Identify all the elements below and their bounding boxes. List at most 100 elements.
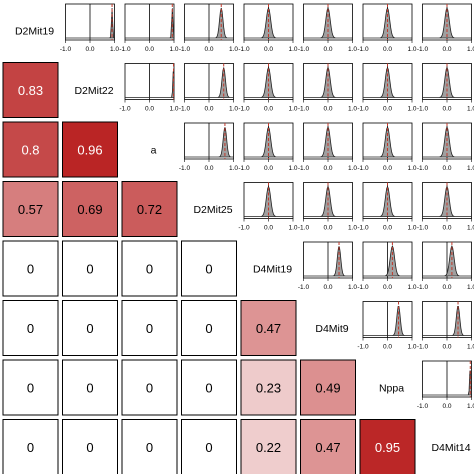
corr-box-a-D2Mit22 (62, 121, 118, 178)
corr-box-D4Mit14-D2Mit19 (2, 419, 59, 474)
x-tick-label: 0.0 (442, 225, 451, 232)
x-tick-label: 1.0 (407, 344, 416, 351)
corr-box-D4Mit19-D2Mit19 (2, 240, 59, 297)
x-tick-label: 0.0 (442, 284, 451, 291)
density-curve-D2Mit22-a (125, 71, 175, 98)
x-tick-label: 0.0 (204, 106, 213, 113)
x-tick-label: 1.0 (467, 344, 474, 351)
variable-label-D2Mit19: D2Mit19 (15, 26, 54, 38)
corr-box-D2Mit22-D2Mit19 (2, 62, 59, 118)
x-tick-label: -1.0 (238, 165, 250, 172)
density-curve-D2Mit19-D2Mit22 (65, 7, 115, 39)
corr-box-D2Mit25-D2Mit19 (2, 181, 59, 237)
x-tick-label: 1.0 (288, 46, 297, 53)
x-tick-label: 0.0 (145, 46, 154, 53)
x-tick-label: 1.0 (288, 106, 297, 113)
corr-box-D4Mit14-D4Mit19 (240, 419, 297, 474)
density-curve-D2Mit19-D4Mit14 (422, 6, 472, 39)
corr-value-D4Mit9-D4Mit19: 0.47 (256, 321, 281, 336)
corr-box-D4Mit9-a (121, 300, 178, 356)
x-tick-label: 0.0 (264, 165, 273, 172)
x-tick-label: -1.0 (238, 225, 250, 232)
x-tick-label: 0.0 (264, 46, 273, 53)
x-tick-label: -1.0 (357, 344, 369, 351)
corr-box-D4Mit19-D2Mit22 (62, 240, 118, 297)
corr-box-Nppa-D4Mit9 (300, 359, 356, 416)
corr-value-D4Mit14-D2Mit22: 0 (86, 440, 93, 455)
x-tick-label: 0.0 (204, 165, 213, 172)
density-curve-a-D2Mit25 (184, 127, 234, 158)
x-tick-label: 1.0 (229, 165, 238, 172)
x-tick-label: 0.0 (383, 284, 392, 291)
corr-box-D4Mit14-D4Mit9 (300, 419, 356, 474)
x-tick-label: -1.0 (417, 403, 429, 410)
x-tick-label: 1.0 (467, 165, 474, 172)
x-tick-label: 1.0 (407, 46, 416, 53)
density-curve-D4Mit9-D4Mit14 (422, 305, 472, 336)
x-tick-label: -1.0 (238, 46, 250, 53)
density-curve-D2Mit25-D4Mit9 (303, 185, 353, 217)
x-tick-label: 0.0 (383, 46, 392, 53)
x-tick-label: -1.0 (238, 106, 250, 113)
corr-box-D4Mit9-D2Mit22 (62, 300, 118, 356)
density-curve-a-D4Mit14 (422, 125, 472, 158)
x-tick-label: -1.0 (417, 165, 429, 172)
corr-value-D4Mit14-D2Mit25: 0 (205, 440, 212, 455)
density-curve-a-D4Mit9 (303, 125, 353, 158)
x-tick-label: 0.0 (442, 403, 451, 410)
x-tick-label: 1.0 (229, 46, 238, 53)
density-curve-D2Mit19-a (125, 8, 175, 39)
x-tick-label: 1.0 (467, 225, 474, 232)
x-tick-label: 1.0 (407, 106, 416, 113)
x-tick-label: 1.0 (348, 106, 357, 113)
corr-value-D4Mit19-D2Mit25: 0 (205, 262, 212, 277)
x-tick-label: -1.0 (357, 284, 369, 291)
x-tick-label: -1.0 (417, 284, 429, 291)
x-tick-label: -1.0 (179, 46, 191, 53)
x-tick-label: -1.0 (357, 165, 369, 172)
x-tick-label: -1.0 (417, 344, 429, 351)
density-curve-D2Mit22-D4Mit14 (422, 66, 472, 98)
x-tick-label: 0.0 (383, 344, 392, 351)
corr-box-Nppa-D4Mit19 (240, 359, 297, 416)
corr-value-D2Mit22-D2Mit19: 0.83 (18, 83, 43, 98)
x-tick-label: 1.0 (288, 225, 297, 232)
x-tick-label: 1.0 (467, 106, 474, 113)
density-curve-a-D4Mit19 (244, 125, 293, 158)
density-curve-D2Mit19-D4Mit19 (244, 6, 293, 39)
x-tick-label: -1.0 (357, 106, 369, 113)
x-tick-label: -1.0 (119, 46, 131, 53)
corr-box-D4Mit9-D2Mit19 (2, 300, 59, 356)
x-tick-label: 0.0 (442, 165, 451, 172)
x-tick-label: 0.0 (264, 106, 273, 113)
x-tick-label: -1.0 (417, 106, 429, 113)
corr-value-D4Mit9-a: 0 (146, 321, 153, 336)
x-tick-label: 1.0 (348, 46, 357, 53)
corr-value-D4Mit9-D2Mit22: 0 (86, 321, 93, 336)
density-curve-D2Mit19-D4Mit9 (303, 6, 353, 39)
x-tick-label: 1.0 (467, 403, 474, 410)
corr-value-D2Mit25-D2Mit22: 0.69 (77, 202, 102, 217)
corr-value-D4Mit14-D4Mit19: 0.22 (256, 440, 281, 455)
x-tick-label: 0.0 (323, 46, 332, 53)
corr-value-D4Mit14-D4Mit9: 0.47 (315, 440, 340, 455)
x-tick-label: 0.0 (323, 165, 332, 172)
x-tick-label: 1.0 (467, 284, 474, 291)
x-tick-label: -1.0 (357, 225, 369, 232)
x-tick-label: -1.0 (417, 46, 429, 53)
density-curve-a-Nppa (363, 125, 412, 158)
x-tick-label: 0.0 (383, 225, 392, 232)
x-tick-label: 1.0 (348, 225, 357, 232)
corr-value-Nppa-D4Mit19: 0.23 (256, 381, 281, 396)
x-tick-label: -1.0 (179, 106, 191, 113)
x-tick-label: 1.0 (288, 165, 297, 172)
x-tick-label: 1.0 (467, 46, 474, 53)
corr-box-D4Mit14-D2Mit22 (62, 419, 118, 474)
x-tick-label: 0.0 (323, 284, 332, 291)
corr-value-Nppa-D2Mit25: 0 (205, 381, 212, 396)
corr-box-Nppa-D2Mit22 (62, 359, 118, 416)
x-tick-label: 1.0 (169, 46, 178, 53)
density-curve-D4Mit19-D4Mit14 (422, 244, 472, 277)
x-tick-label: 0.0 (442, 106, 451, 113)
corr-box-a-D2Mit19 (2, 121, 59, 178)
